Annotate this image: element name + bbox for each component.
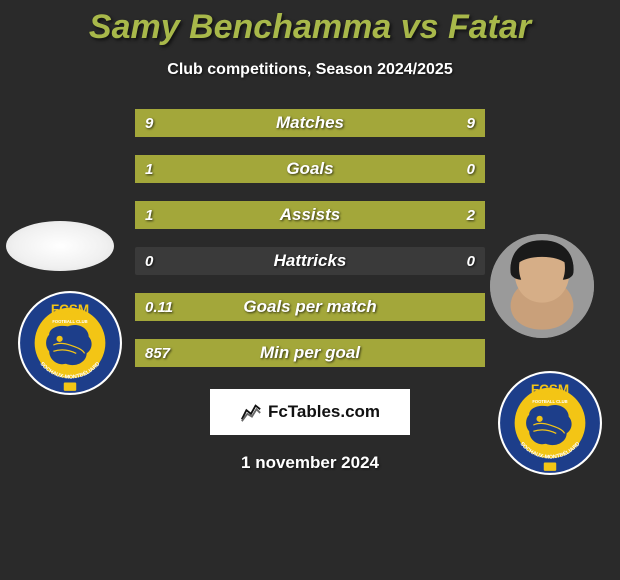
- stat-bar-left: [135, 109, 310, 137]
- comparison-title: Samy Benchamma vs Fatar: [0, 0, 620, 47]
- club-badge-right: FCSM FOOTBALL CLUB SOCHAUX-MONTBÉLIARD: [498, 371, 602, 475]
- player-right-avatar: [490, 234, 594, 338]
- club-badge-left: FCSM FOOTBALL CLUB SOCHAUX-MONTBÉLIARD: [18, 291, 122, 395]
- svg-text:FCSM: FCSM: [531, 382, 569, 397]
- svg-text:FOOTBALL CLUB: FOOTBALL CLUB: [52, 319, 87, 324]
- chart-icon: [240, 401, 262, 423]
- stat-bar-right: [310, 109, 485, 137]
- stat-row: 10Goals: [135, 155, 485, 183]
- stat-bar-left: [135, 201, 251, 229]
- player-left-avatar: [6, 221, 114, 271]
- stat-bar-left: [135, 339, 485, 367]
- comparison-subtitle: Club competitions, Season 2024/2025: [0, 61, 620, 79]
- stat-bar-left: [135, 155, 485, 183]
- fctables-label: FcTables.com: [268, 402, 380, 422]
- stats-container: 99Matches 10Goals 12Assists 0 0Hattricks 0.11…: [135, 109, 485, 367]
- stat-label: Hattricks: [135, 247, 485, 275]
- svg-text:FCSM: FCSM: [51, 302, 89, 317]
- stat-row: 0 0Hattricks: [135, 247, 485, 275]
- stat-row: 99Matches: [135, 109, 485, 137]
- stat-row: 0.11Goals per match: [135, 293, 485, 321]
- stat-value-left: 0: [145, 247, 153, 275]
- fctables-attribution: FcTables.com: [210, 389, 410, 435]
- stat-bar-right: [251, 201, 486, 229]
- stat-row: 12Assists: [135, 201, 485, 229]
- stat-bar-left: [135, 293, 485, 321]
- stat-row: 857Min per goal: [135, 339, 485, 367]
- svg-text:FOOTBALL CLUB: FOOTBALL CLUB: [532, 399, 567, 404]
- comparison-content: FCSM FOOTBALL CLUB SOCHAUX-MONTBÉLIARD F…: [0, 109, 620, 473]
- stat-value-right: 0: [467, 247, 475, 275]
